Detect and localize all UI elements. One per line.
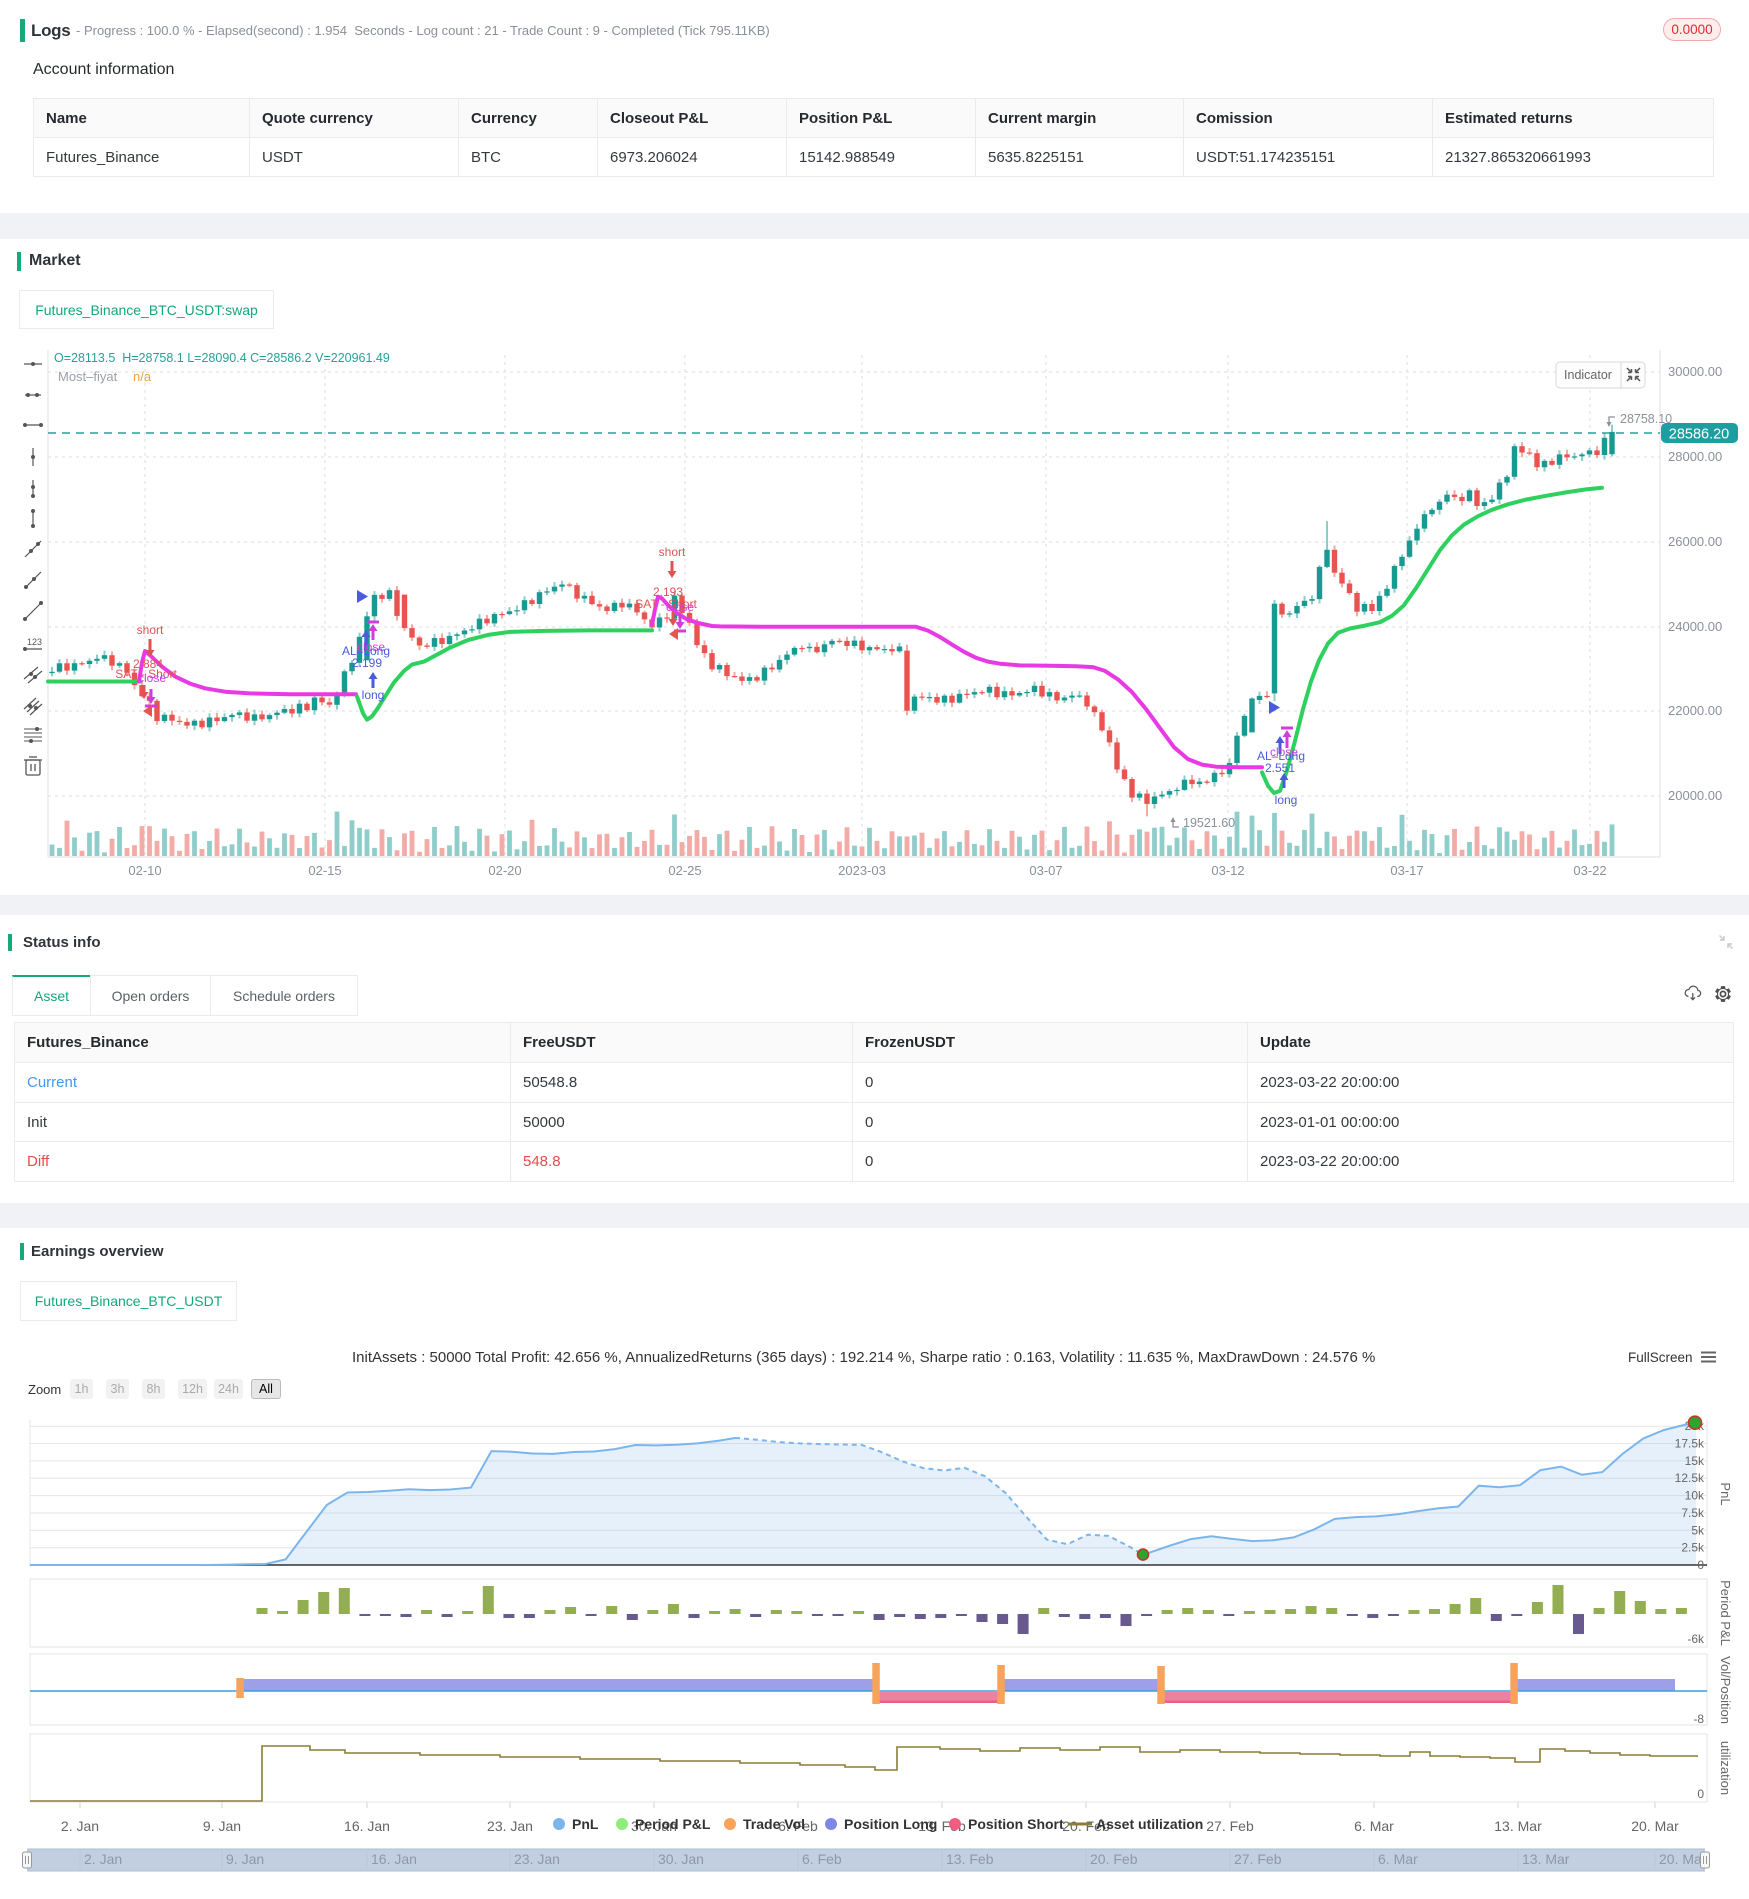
- svg-text:-6k: -6k: [1687, 1632, 1705, 1646]
- svg-text:AL–Long: AL–Long: [1257, 749, 1305, 763]
- svg-text:22000.00: 22000.00: [1668, 703, 1722, 718]
- svg-text:AL–Long: AL–Long: [342, 644, 390, 658]
- svg-text:SAT - Short: SAT - Short: [635, 597, 697, 611]
- svg-text:9. Jan: 9. Jan: [226, 1851, 264, 1867]
- svg-text:30. Jan: 30. Jan: [631, 1818, 677, 1834]
- svg-text:long: long: [1275, 793, 1298, 807]
- svg-text:7.5k: 7.5k: [1681, 1506, 1705, 1520]
- svg-text:03-22: 03-22: [1573, 863, 1606, 878]
- svg-text:13. Mar: 13. Mar: [1522, 1851, 1570, 1867]
- svg-text:0: 0: [1697, 1558, 1704, 1572]
- svg-text:Period P&L: Period P&L: [1718, 1580, 1733, 1646]
- svg-text:16. Jan: 16. Jan: [371, 1851, 417, 1867]
- svg-text:2023-03: 2023-03: [838, 863, 886, 878]
- svg-text:20. Feb: 20. Feb: [1062, 1818, 1110, 1834]
- svg-text:5k: 5k: [1691, 1523, 1705, 1537]
- svg-text:6. Feb: 6. Feb: [802, 1851, 842, 1867]
- svg-text:13. Mar: 13. Mar: [1494, 1818, 1542, 1834]
- svg-text:Asset utilization: Asset utilization: [1096, 1816, 1203, 1832]
- svg-text:19521.60: 19521.60: [1183, 816, 1235, 830]
- svg-text:17.5k: 17.5k: [1675, 1437, 1705, 1451]
- svg-text:Period P&L: Period P&L: [635, 1816, 711, 1832]
- svg-text:2.551: 2.551: [1265, 761, 1295, 775]
- svg-text:long: long: [362, 688, 385, 702]
- svg-text:close: close: [357, 640, 385, 654]
- svg-text:Most–fiyat: Most–fiyat: [58, 369, 118, 384]
- svg-text:close: close: [1270, 745, 1298, 759]
- svg-text:20000.00: 20000.00: [1668, 788, 1722, 803]
- svg-text:2.884: 2.884: [133, 657, 163, 671]
- svg-text:30. Jan: 30. Jan: [658, 1851, 704, 1867]
- svg-text:123: 123: [27, 637, 42, 647]
- svg-text:PnL: PnL: [572, 1816, 599, 1832]
- svg-text:26000.00: 26000.00: [1668, 534, 1722, 549]
- svg-text:28586.20: 28586.20: [1669, 427, 1729, 443]
- svg-text:6. Mar: 6. Mar: [1378, 1851, 1418, 1867]
- svg-text:short: short: [137, 623, 164, 637]
- svg-text:-8: -8: [1693, 1712, 1704, 1726]
- svg-text:close: close: [666, 600, 694, 614]
- svg-text:20. Mar: 20. Mar: [1631, 1818, 1679, 1834]
- svg-text:02-15: 02-15: [308, 863, 341, 878]
- svg-text:2.199: 2.199: [352, 656, 382, 670]
- svg-text:02-20: 02-20: [488, 863, 521, 878]
- svg-text:utilization: utilization: [1718, 1741, 1733, 1795]
- svg-text:03-07: 03-07: [1029, 863, 1062, 878]
- svg-text:28758.10: 28758.10: [1620, 412, 1672, 426]
- svg-text:20. Mar: 20. Mar: [1659, 1851, 1707, 1867]
- svg-text:03-12: 03-12: [1211, 863, 1244, 878]
- svg-text:23. Jan: 23. Jan: [514, 1851, 560, 1867]
- svg-text:28000.00: 28000.00: [1668, 449, 1722, 464]
- svg-text:12.5k: 12.5k: [1675, 1471, 1705, 1485]
- svg-text:2. Jan: 2. Jan: [61, 1818, 99, 1834]
- svg-text:27. Feb: 27. Feb: [1206, 1818, 1254, 1834]
- svg-text:15k: 15k: [1685, 1454, 1705, 1468]
- svg-text:Vol/Position: Vol/Position: [1718, 1656, 1733, 1724]
- svg-text:20. Feb: 20. Feb: [1090, 1851, 1138, 1867]
- svg-text:9. Jan: 9. Jan: [203, 1818, 241, 1834]
- svg-text:13. Feb: 13. Feb: [946, 1851, 994, 1867]
- svg-text:n/a: n/a: [133, 369, 152, 384]
- svg-text:2.193: 2.193: [653, 585, 683, 599]
- svg-text:6. Mar: 6. Mar: [1354, 1818, 1394, 1834]
- svg-text:10k: 10k: [1685, 1489, 1705, 1503]
- svg-text:Position Short: Position Short: [968, 1816, 1064, 1832]
- svg-text:Indicator: Indicator: [1564, 368, 1612, 382]
- svg-text:2. Jan: 2. Jan: [84, 1851, 122, 1867]
- svg-text:24000.00: 24000.00: [1668, 619, 1722, 634]
- svg-text:02-25: 02-25: [668, 863, 701, 878]
- svg-text:02-10: 02-10: [128, 863, 161, 878]
- svg-text:30000.00: 30000.00: [1668, 364, 1722, 379]
- svg-text:short: short: [659, 545, 686, 559]
- svg-text:6. Feb: 6. Feb: [778, 1818, 818, 1834]
- svg-text:0: 0: [1697, 1787, 1704, 1801]
- svg-text:Position Long: Position Long: [844, 1816, 937, 1832]
- svg-text:03-17: 03-17: [1390, 863, 1423, 878]
- svg-text:O=28113.5 H=28758.1 L=28090.4: O=28113.5 H=28758.1 L=28090.4 C=28586.2 …: [54, 351, 390, 365]
- svg-text:27. Feb: 27. Feb: [1234, 1851, 1282, 1867]
- svg-text:SAT - Short: SAT - Short: [115, 667, 177, 681]
- svg-text:16. Jan: 16. Jan: [344, 1818, 390, 1834]
- svg-text:close: close: [138, 671, 166, 685]
- svg-text:Trade Vol: Trade Vol: [743, 1816, 805, 1832]
- svg-text:PnL: PnL: [1718, 1482, 1733, 1505]
- svg-text:23. Jan: 23. Jan: [487, 1818, 533, 1834]
- svg-text:2.5k: 2.5k: [1681, 1541, 1705, 1555]
